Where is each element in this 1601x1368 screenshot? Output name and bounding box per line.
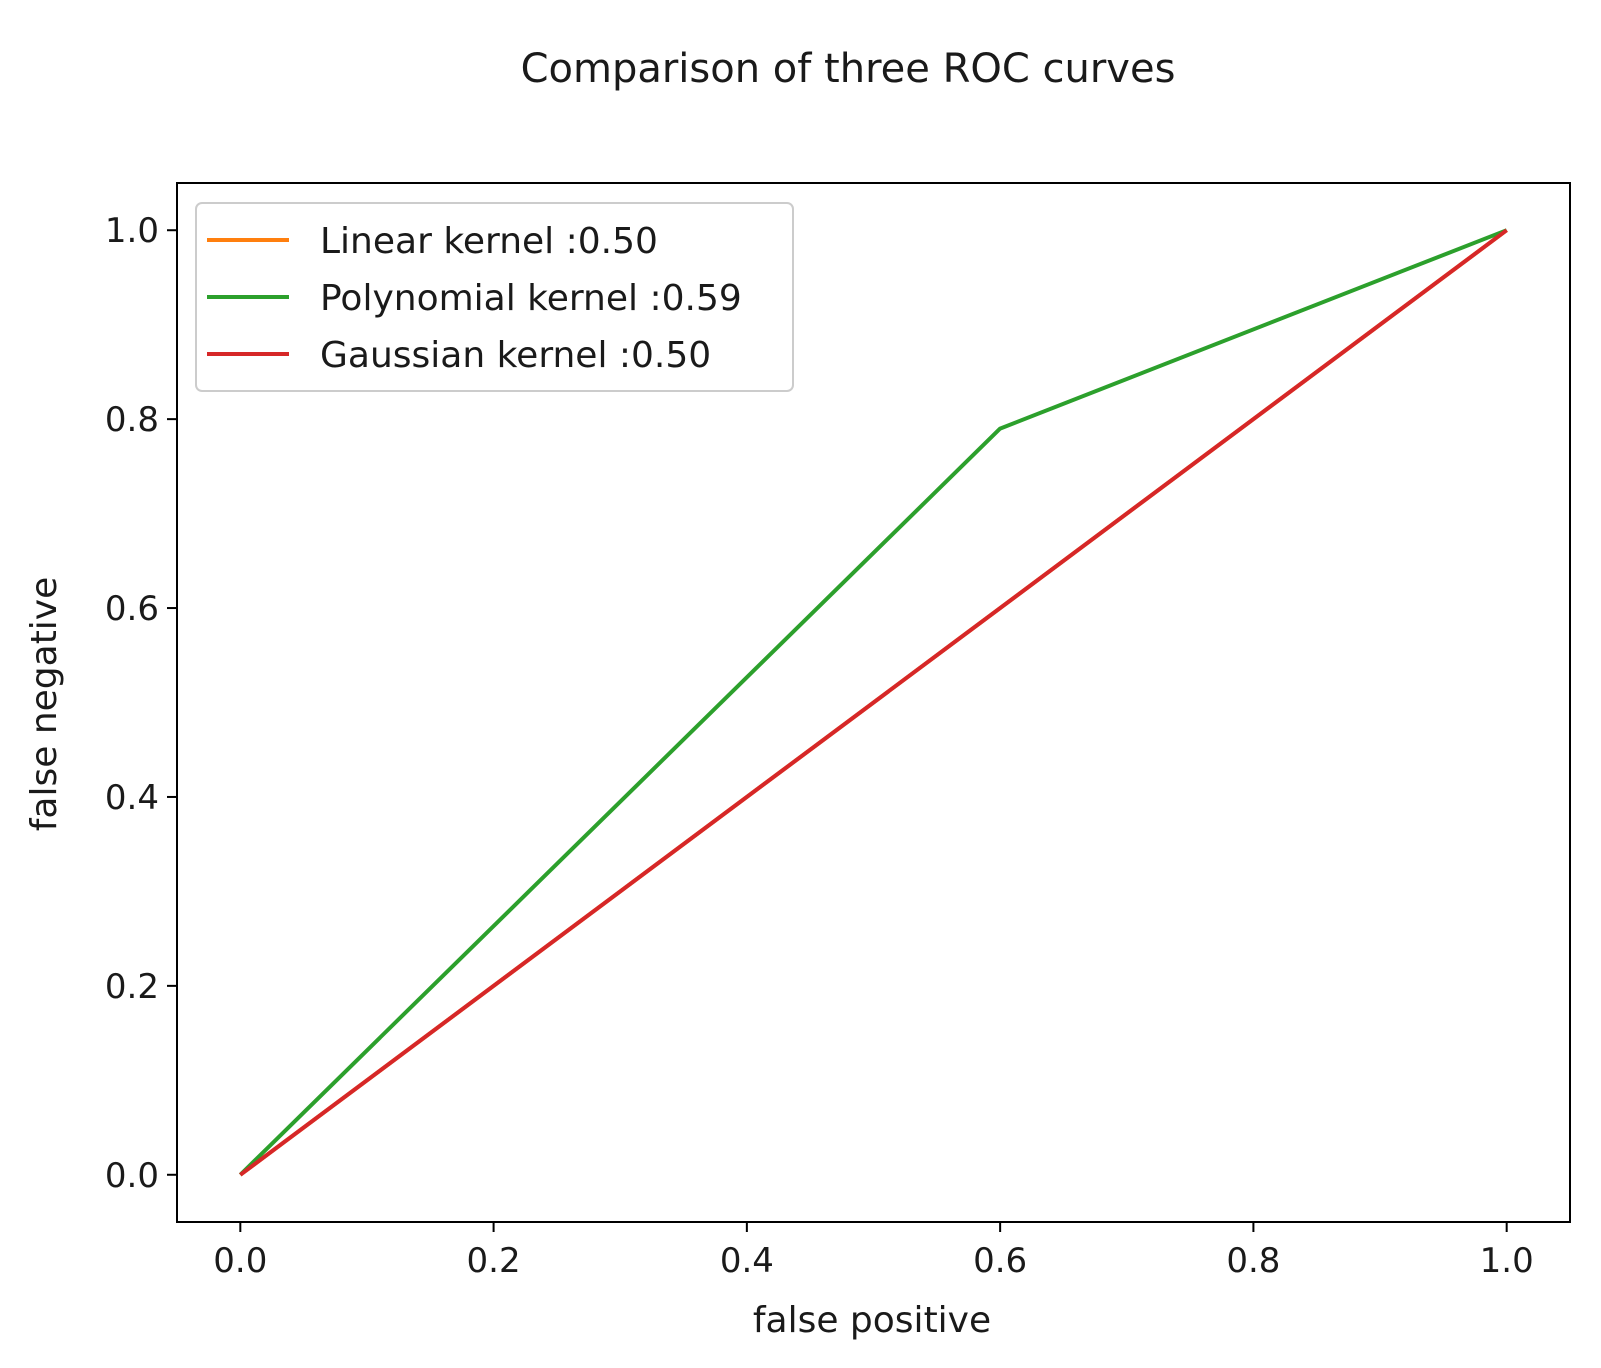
x-axis-label: false positive	[753, 1300, 991, 1341]
y-tick-label: 0.2	[105, 967, 159, 1007]
x-tick-label: 0.8	[1226, 1241, 1280, 1281]
legend-label-1: Linear kernel :0.50	[320, 221, 658, 262]
y-tick-label: 0.8	[105, 400, 159, 440]
y-tick-label: 0.0	[105, 1156, 159, 1196]
legend-label-3: Gaussian kernel :0.50	[320, 335, 711, 376]
series-line-2	[238, 228, 1508, 1177]
y-tick-label: 0.4	[105, 778, 159, 818]
legend: Linear kernel :0.50 Polynomial kernel :0.…	[195, 202, 794, 392]
chart-title: Comparison of three ROC curves	[521, 46, 1176, 92]
x-tick-label: 0.2	[467, 1241, 521, 1281]
y-tick-label: 0.6	[105, 589, 159, 629]
x-tick-label: 0.4	[720, 1241, 774, 1281]
series-layer	[238, 228, 1508, 1177]
y-axis-label: false negative	[24, 577, 65, 832]
legend-box	[195, 202, 794, 392]
x-tick-label: 0.0	[213, 1241, 267, 1281]
y-tick-label: 1.0	[105, 211, 159, 251]
plot-frame	[176, 182, 1571, 1223]
x-tick-label: 1.0	[1480, 1241, 1534, 1281]
y-axis: 0.0 0.2 0.4 0.6 0.8 1.0	[105, 211, 177, 1196]
series-line-3	[239, 228, 1508, 1177]
x-tick-label: 0.6	[973, 1241, 1027, 1281]
legend-label-2: Polynomial kernel :0.59	[320, 278, 742, 319]
x-axis: 0.0 0.2 0.4 0.6 0.8 1.0	[213, 1222, 1534, 1281]
